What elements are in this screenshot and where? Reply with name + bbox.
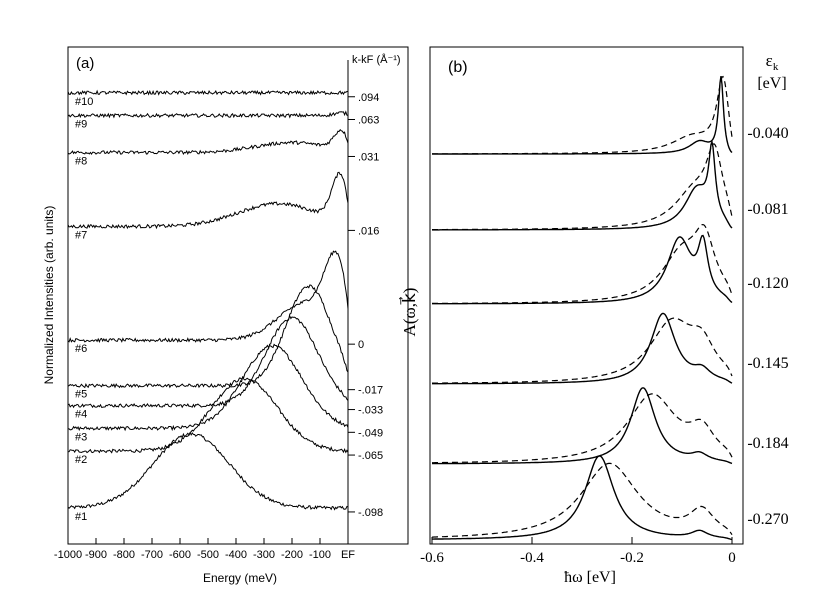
spectrum-8 — [67, 129, 349, 156]
k-value-label: -.033 — [358, 405, 383, 417]
solid-curve — [432, 455, 733, 541]
dashed-curve — [432, 143, 733, 231]
panel-a-x-label: Energy (meV) — [203, 571, 277, 585]
spectrum-3 — [67, 343, 349, 432]
panel-a-label: (a) — [76, 55, 94, 72]
panel-b-label: (b) — [448, 59, 468, 76]
spectrum-label: #4 — [75, 409, 87, 421]
panel-a-x-tick-label: -500 — [197, 549, 219, 561]
epsilon-value-label: -0.040 — [747, 125, 788, 142]
panel-a-x-tick-label: -100 — [309, 549, 331, 561]
panel-a-spectrum-labels: #1 -.098 #2 -.065 #3 -.049 #4 -.033 #5 -.017 #6 0 #7… — [75, 92, 383, 523]
panel-a-x-tick-label: EF — [341, 549, 355, 561]
epsilon-value-label: -0.081 — [747, 201, 788, 218]
epsilon-value-label: -0.120 — [747, 275, 788, 292]
solid-curve — [432, 234, 733, 305]
panel-a-x-tick-label: -1000 — [54, 549, 82, 561]
spectrum-label: #5 — [75, 389, 87, 401]
panel-b-x-label: ħω [eV] — [564, 569, 616, 586]
spectrum-label: #10 — [75, 96, 93, 108]
panel-b-frame — [429, 46, 744, 545]
dashed-curve — [432, 75, 733, 155]
epsilon-value-label: -0.145 — [747, 355, 788, 372]
panel-a-x-tick-label: -600 — [169, 549, 191, 561]
panel-b-y-label: A(ω,k⃗) — [399, 288, 419, 337]
spectrum-label: #2 — [75, 454, 87, 466]
panel-a-x-ticks: -1000 -900 -800 -700 -600 -500 -400 -300 -200 -10… — [54, 538, 355, 561]
epsilon-subscript: k — [773, 61, 779, 73]
k-value-label: .016 — [358, 225, 379, 237]
panel-b-curves — [432, 75, 733, 541]
epsilon-symbol: ε — [766, 51, 773, 70]
dashed-curve — [432, 317, 733, 384]
spectrum-label: #3 — [75, 431, 87, 443]
panel-a-x-tick-label: -400 — [225, 549, 247, 561]
dashed-curve — [432, 462, 733, 538]
panel-b-right-axis-unit: [eV] — [757, 75, 786, 92]
spectrum-10 — [67, 89, 349, 96]
panel-b-x-tick-label: -0.6 — [420, 550, 444, 566]
panel-b-x-tick-label: 0 — [728, 550, 736, 566]
epsilon-value-label: -0.270 — [747, 511, 788, 528]
epsilon-value-label: -0.184 — [747, 435, 788, 452]
spectrum-5 — [67, 284, 349, 389]
panel-a-spectra — [67, 89, 349, 511]
k-value-label: -.049 — [358, 427, 383, 439]
k-value-label: .031 — [358, 151, 379, 163]
panel-a-x-tick-label: -200 — [281, 549, 303, 561]
spectrum-4 — [67, 314, 349, 409]
solid-curve — [432, 139, 733, 231]
panel-b-epsilon-labels: -0.270 -0.184 -0.145 -0.120 -0.081 -0.040 — [747, 125, 788, 528]
spectrum-label: #9 — [75, 119, 87, 131]
panel-a-y-label: Normalized Intensities (arb. units) — [42, 206, 56, 385]
panel-a-x-tick-label: -800 — [113, 549, 135, 561]
panel-b: (b) A(ω,k⃗) ħω [eV] εk [eV] -0.6 -0.4 -0.2… — [399, 46, 789, 586]
panel-a-frame — [67, 46, 409, 545]
solid-curve — [432, 387, 733, 465]
spectrum-label: #7 — [75, 229, 87, 241]
dashed-curve — [432, 223, 733, 304]
solid-curve — [432, 75, 733, 155]
spectrum-6 — [67, 250, 349, 343]
panel-b-x-tick-label: -0.4 — [520, 550, 544, 566]
panel-a-x-tick-label: -700 — [141, 549, 163, 561]
panel-a-x-tick-label: -900 — [85, 549, 107, 561]
k-value-label: -.017 — [358, 385, 383, 397]
spectrum-2 — [67, 376, 349, 454]
spectrum-7 — [67, 171, 349, 230]
spectrum-label: #8 — [75, 155, 87, 167]
panel-a-right-axis-label: k-kF (Å⁻¹) — [352, 53, 401, 66]
panel-b-x-ticks: -0.6 -0.4 -0.2 0 — [420, 537, 736, 566]
spectrum-9 — [67, 110, 349, 119]
k-value-label: .063 — [358, 115, 379, 127]
k-value-label: -.098 — [358, 507, 383, 519]
k-value-label: -.065 — [358, 450, 383, 462]
panel-b-x-tick-label: -0.2 — [620, 550, 644, 566]
spectrum-label: #6 — [75, 343, 87, 355]
spectrum-1 — [67, 431, 349, 511]
panel-a-x-tick-label: -300 — [253, 549, 275, 561]
panel-b-right-axis-label: εk — [766, 51, 779, 73]
panel-a: (a) k-kF (Å⁻¹) Normalized Intensities (a… — [42, 46, 409, 585]
solid-curve — [432, 312, 733, 385]
k-value-label: .094 — [358, 92, 379, 104]
spectrum-label: #1 — [75, 511, 87, 523]
k-value-label: 0 — [358, 339, 364, 351]
dashed-curve — [432, 393, 733, 464]
